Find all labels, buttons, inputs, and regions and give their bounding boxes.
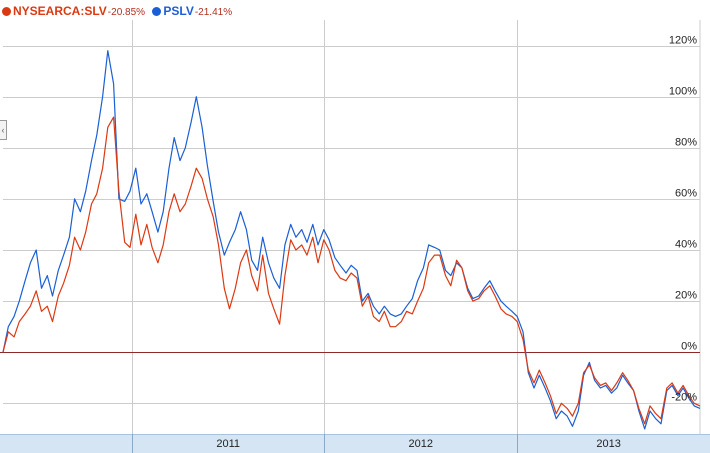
y-tick-label: 20% (675, 290, 697, 302)
series-lines (2, 50, 701, 430)
x-axis-ticks: 2011 2012 2013 (216, 438, 620, 450)
y-tick-label: -20% (671, 392, 697, 404)
x-axis-band (0, 434, 710, 453)
y-tick-label: 0% (681, 341, 697, 353)
y-tick-label: 80% (675, 137, 697, 149)
legend-item-pslv[interactable]: PSLV-21.41% (152, 2, 232, 22)
y-axis-ticks: 120% 100% 80% 60% 40% 20% 0% -20% (669, 35, 697, 404)
grid (3, 20, 701, 434)
x-tick-label: 2012 (409, 438, 433, 450)
series-line-pslv (2, 50, 701, 430)
legend-dot-slv (2, 7, 11, 16)
x-tick-label: 2011 (216, 438, 240, 450)
y-tick-label: 120% (669, 35, 697, 47)
legend-dot-pslv (152, 7, 162, 16)
legend-change-pslv: -21.41% (194, 7, 233, 18)
series-line-slv (2, 116, 701, 425)
collapse-handle[interactable]: ‹ (0, 120, 7, 140)
legend-name-pslv: PSLV (163, 4, 194, 18)
y-tick-label: 60% (675, 188, 697, 200)
x-tick-label: 2013 (596, 438, 620, 450)
legend-item-slv[interactable]: NYSEARCA:SLV-20.85% (2, 2, 145, 22)
axis-band-bg (0, 434, 710, 453)
chart-legend: NYSEARCA:SLV-20.85% PSLV-21.41% (2, 2, 236, 20)
y-tick-label: 100% (669, 86, 697, 98)
y-tick-label: 40% (675, 239, 697, 251)
legend-name-slv: NYSEARCA:SLV (13, 4, 107, 18)
legend-change-slv: -20.85% (107, 7, 146, 18)
